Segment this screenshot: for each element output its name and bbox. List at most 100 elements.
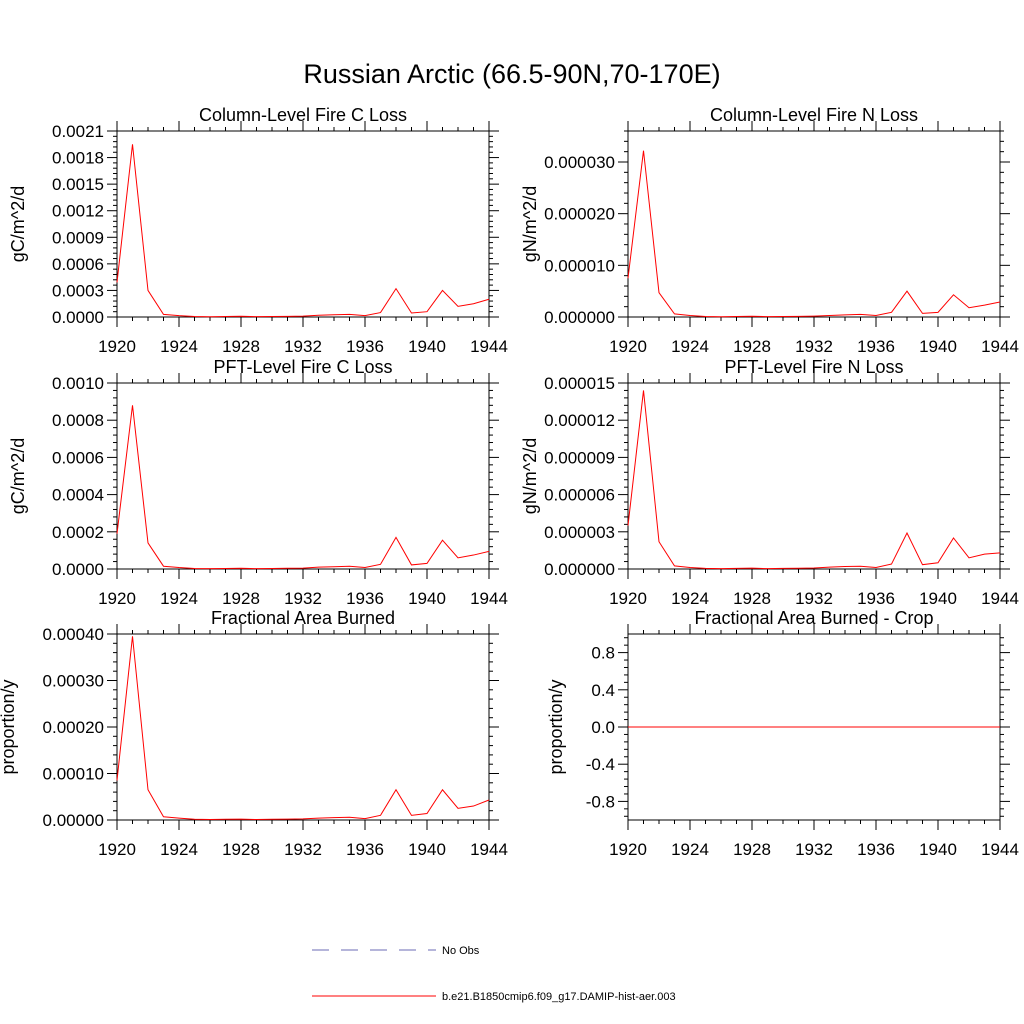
y-tick-label: 0.0021 xyxy=(52,122,104,141)
y-axis-label: gN/m^2/d xyxy=(520,186,540,262)
panel-title: Column-Level Fire N Loss xyxy=(710,105,918,125)
x-tick-label: 1920 xyxy=(609,840,647,859)
x-tick-label: 1932 xyxy=(795,589,833,608)
y-tick-label: 0.000003 xyxy=(544,523,615,542)
x-tick-label: 1928 xyxy=(222,840,260,859)
x-tick-label: 1940 xyxy=(919,337,957,356)
x-tick-label: 1920 xyxy=(98,589,136,608)
x-tick-label: 1936 xyxy=(346,840,384,859)
x-tick-label: 1920 xyxy=(609,589,647,608)
panels: Column-Level Fire C Loss 1920 1924 1928 1932… xyxy=(0,105,1019,859)
panel-title: Column-Level Fire C Loss xyxy=(199,105,407,125)
x-tick-label: 1944 xyxy=(981,589,1019,608)
x-tick-label: 1932 xyxy=(284,840,322,859)
y-axis-label: proportion/y xyxy=(0,679,18,774)
figure-title: Russian Arctic (66.5-90N,70-170E) xyxy=(303,59,720,89)
x-tick-label: 1936 xyxy=(857,589,895,608)
x-tick-label: 1944 xyxy=(981,337,1019,356)
plot-frame xyxy=(627,130,1001,318)
x-tick-label: 1932 xyxy=(795,337,833,356)
x-tick-label: 1924 xyxy=(160,589,198,608)
x-tick-label: 1940 xyxy=(408,840,446,859)
y-tick-label: 0.0012 xyxy=(52,202,104,221)
x-tick-label: 1928 xyxy=(222,589,260,608)
chart-panel: PFT-Level Fire C Loss 1920 1924 1928 1932 193… xyxy=(8,357,508,608)
y-tick-label: 0.000030 xyxy=(544,153,615,172)
x-tick-label: 1932 xyxy=(284,337,322,356)
series-line xyxy=(116,405,490,570)
x-tick-label: 1936 xyxy=(346,337,384,356)
panel-title: Fractional Area Burned - Crop xyxy=(694,608,933,628)
y-tick-label: 0.00000 xyxy=(43,811,104,830)
y-tick-label: 0.000006 xyxy=(544,486,615,505)
panel-title: Fractional Area Burned xyxy=(211,608,395,628)
x-tick-label: 1924 xyxy=(671,589,709,608)
x-tick-label: 1940 xyxy=(919,840,957,859)
y-tick-label: 0.00010 xyxy=(43,765,104,784)
x-tick-label: 1928 xyxy=(733,589,771,608)
chart-panel: Column-Level Fire C Loss 1920 1924 1928 1932… xyxy=(8,105,508,356)
chart-panel: Fractional Area Burned - Crop 1920 1924 192… xyxy=(546,608,1019,859)
y-tick-label: 0.0002 xyxy=(52,523,104,542)
legend-label: No Obs xyxy=(442,945,480,957)
chart-panel: Fractional Area Burned 1920 1924 1928 1932 19… xyxy=(0,608,508,859)
y-tick-label: 0.0006 xyxy=(52,255,104,274)
y-tick-label: 0.000010 xyxy=(544,256,615,275)
y-tick-label: 0.000012 xyxy=(544,411,615,430)
legend-label: b.e21.B1850cmip6.f09_g17.DAMIP-hist-aer.… xyxy=(442,991,676,1003)
y-axis-label: gN/m^2/d xyxy=(520,438,540,514)
plot-frame xyxy=(116,633,490,821)
x-tick-label: 1936 xyxy=(857,840,895,859)
x-tick-label: 1924 xyxy=(671,337,709,356)
x-tick-label: 1928 xyxy=(733,337,771,356)
plot-frame xyxy=(627,382,1001,570)
y-tick-label: 0.000000 xyxy=(544,560,615,579)
x-tick-label: 1932 xyxy=(284,589,322,608)
y-tick-label: -0.4 xyxy=(586,755,615,774)
x-tick-label: 1944 xyxy=(470,589,508,608)
y-tick-label: 0.00040 xyxy=(43,625,104,644)
x-tick-label: 1928 xyxy=(733,840,771,859)
x-tick-label: 1940 xyxy=(408,337,446,356)
y-tick-label: 0.8 xyxy=(591,644,615,663)
y-tick-label: 0.4 xyxy=(591,681,615,700)
plot-frame xyxy=(116,130,490,318)
y-tick-label: 0.000015 xyxy=(544,374,615,393)
y-tick-label: 0.0015 xyxy=(52,175,104,194)
x-tick-label: 1944 xyxy=(981,840,1019,859)
x-tick-label: 1924 xyxy=(160,840,198,859)
x-tick-label: 1936 xyxy=(857,337,895,356)
y-tick-label: 0.0004 xyxy=(52,486,104,505)
plot-frame xyxy=(116,382,490,570)
x-tick-label: 1928 xyxy=(222,337,260,356)
series-line xyxy=(627,150,1001,318)
y-tick-label: 0.00020 xyxy=(43,718,104,737)
series-line xyxy=(627,390,1001,570)
y-tick-label: 0.0010 xyxy=(52,374,104,393)
chart-panel: PFT-Level Fire N Loss 1920 1924 1928 1932 193… xyxy=(520,357,1019,608)
y-tick-label: 0.00030 xyxy=(43,672,104,691)
panel-title: PFT-Level Fire C Loss xyxy=(213,357,392,377)
y-axis-label: proportion/y xyxy=(546,679,566,774)
legend: No Obs b.e21.B1850cmip6.f09_g17.DAMIP-his… xyxy=(312,945,676,1003)
x-tick-label: 1924 xyxy=(160,337,198,356)
y-tick-label: -0.8 xyxy=(586,792,615,811)
x-tick-label: 1940 xyxy=(408,589,446,608)
y-tick-label: 0.000020 xyxy=(544,205,615,224)
x-tick-label: 1944 xyxy=(470,840,508,859)
x-tick-label: 1940 xyxy=(919,589,957,608)
series-line xyxy=(116,636,490,821)
y-tick-label: 0.0006 xyxy=(52,448,104,467)
y-axis-label: gC/m^2/d xyxy=(8,186,28,262)
y-tick-label: 0.0008 xyxy=(52,411,104,430)
y-axis-label: gC/m^2/d xyxy=(8,438,28,514)
panel-title: PFT-Level Fire N Loss xyxy=(724,357,903,377)
x-tick-label: 1920 xyxy=(609,337,647,356)
y-tick-label: 0.0009 xyxy=(52,228,104,247)
y-tick-label: 0.0 xyxy=(591,718,615,737)
y-tick-label: 0.000000 xyxy=(544,308,615,327)
x-tick-label: 1920 xyxy=(98,840,136,859)
y-tick-label: 0.0000 xyxy=(52,560,104,579)
x-tick-label: 1920 xyxy=(98,337,136,356)
